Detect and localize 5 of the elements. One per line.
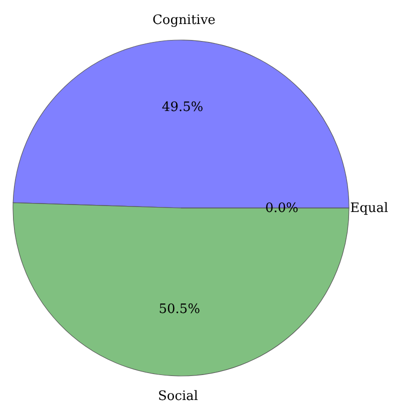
slice-label: Cognitive (152, 12, 216, 28)
category-label: Equal (350, 201, 388, 216)
data-label: 50.5% (158, 302, 200, 317)
slice-label: Social (158, 389, 198, 403)
data-label: 49.5% (162, 100, 204, 116)
